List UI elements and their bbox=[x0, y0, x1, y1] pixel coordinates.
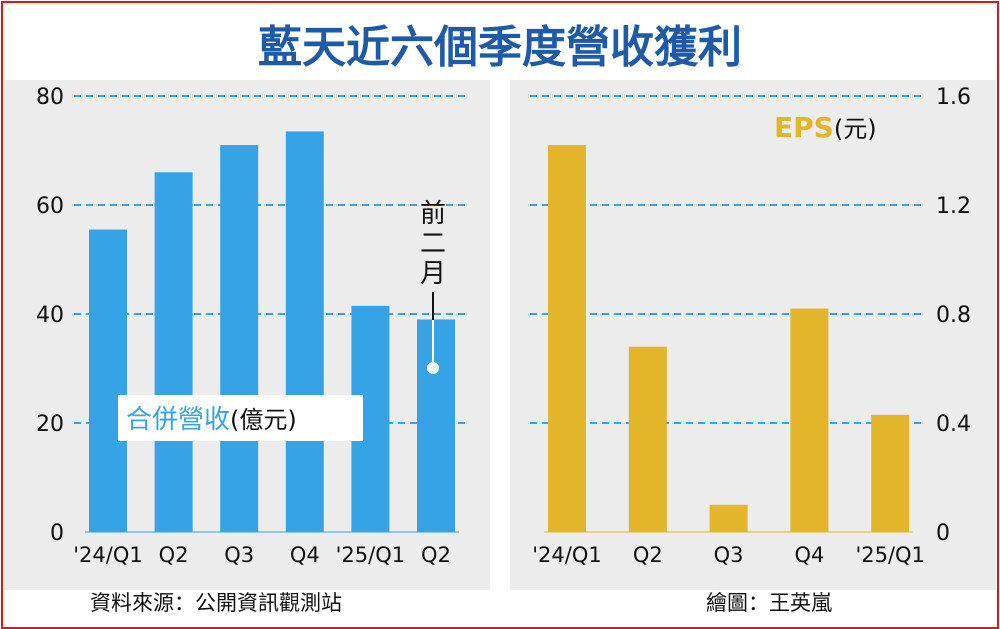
eps-x-tick-label: Q4 bbox=[794, 543, 824, 567]
credit-note: 繪圖：王英嵐 bbox=[706, 591, 832, 615]
revenue-y-tick-label: 0 bbox=[50, 521, 64, 546]
eps-x-tick-label: '25/Q1 bbox=[855, 543, 924, 567]
annotation-first-two-months: 前二月 bbox=[420, 199, 446, 374]
eps-x-tick-label: '24/Q1 bbox=[532, 543, 601, 567]
source-note: 資料來源：公開資訊觀測站 bbox=[90, 591, 342, 615]
eps-legend-unit: (元) bbox=[834, 115, 877, 143]
revenue-x-tick-label: '24/Q1 bbox=[73, 543, 142, 567]
eps-legend: EPS(元) bbox=[774, 111, 877, 144]
eps-bar bbox=[790, 308, 829, 532]
annotation-text: 前二月 bbox=[420, 199, 446, 289]
revenue-legend-unit: (億元) bbox=[230, 406, 297, 434]
eps-legend-label: EPS bbox=[774, 111, 834, 144]
annotation-char: 月 bbox=[420, 259, 446, 289]
revenue-y-tick-label: 60 bbox=[36, 194, 64, 219]
eps-y-tick-label: 0.8 bbox=[936, 303, 971, 328]
revenue-legend-box bbox=[118, 395, 363, 441]
revenue-bar bbox=[89, 229, 127, 532]
eps-bar bbox=[871, 414, 910, 532]
revenue-x-tick-label: Q4 bbox=[290, 543, 320, 567]
annotation-char: 二 bbox=[420, 229, 446, 259]
revenue-legend-label: 合併營收 bbox=[126, 405, 230, 435]
revenue-legend: 合併營收(億元) bbox=[126, 405, 297, 435]
revenue-bar bbox=[220, 145, 259, 533]
right-panel-background bbox=[510, 80, 996, 590]
revenue-x-tick-label: Q2 bbox=[421, 543, 451, 567]
eps-x-tick-label: Q2 bbox=[633, 543, 663, 567]
annotation-dot bbox=[427, 362, 439, 374]
revenue-y-tick-label: 20 bbox=[36, 412, 64, 437]
revenue-bar bbox=[154, 172, 193, 533]
annotation-char: 前 bbox=[420, 199, 446, 229]
eps-y-tick-label: 1.2 bbox=[936, 194, 971, 219]
eps-bar bbox=[709, 504, 748, 532]
revenue-bar bbox=[417, 319, 455, 532]
eps-bar bbox=[628, 346, 667, 532]
eps-y-tick-label: 1.6 bbox=[936, 85, 971, 110]
eps-x-tick-label: Q3 bbox=[714, 543, 744, 567]
eps-chart: 0 0.4 0.8 1.2 1.6 '24/Q1 Q2 Q3 Q4 '25/Q1 bbox=[530, 85, 971, 567]
revenue-y-tick-label: 80 bbox=[36, 85, 64, 110]
revenue-x-tick-label: Q2 bbox=[159, 543, 189, 567]
revenue-x-tick-label: '25/Q1 bbox=[336, 543, 405, 567]
revenue-y-tick-label: 40 bbox=[36, 303, 64, 328]
chart-title: 藍天近六個季度營收獲利 bbox=[258, 22, 742, 73]
eps-y-tick-label: 0.4 bbox=[936, 412, 971, 437]
eps-bar bbox=[548, 145, 586, 533]
revenue-x-tick-label: Q3 bbox=[224, 543, 254, 567]
revenue-bar bbox=[285, 131, 324, 533]
eps-y-tick-label: 0 bbox=[936, 521, 950, 546]
